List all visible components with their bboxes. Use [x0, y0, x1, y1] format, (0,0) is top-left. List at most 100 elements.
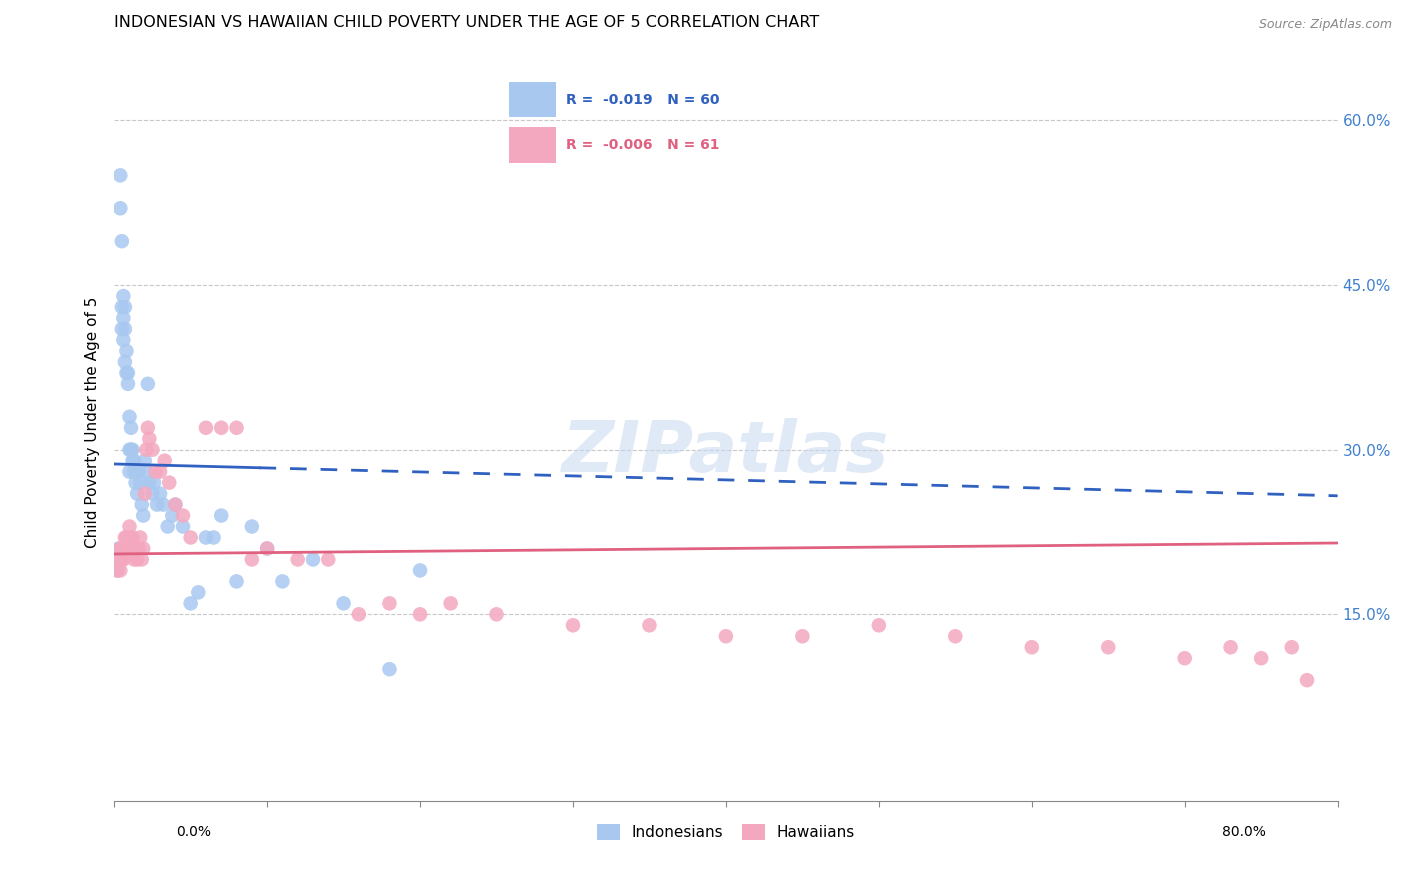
Point	[136, 421, 159, 435]
Point	[115, 541, 138, 556]
Point	[316, 552, 339, 566]
Point	[107, 552, 129, 566]
Point	[142, 475, 165, 490]
Point	[152, 498, 174, 512]
Point	[122, 552, 145, 566]
Point	[112, 289, 135, 303]
Point	[131, 552, 153, 566]
Point	[1021, 640, 1043, 655]
Point	[287, 552, 309, 566]
Point	[209, 508, 232, 523]
Point	[180, 596, 202, 610]
Point	[115, 366, 138, 380]
Point	[347, 607, 370, 622]
Point	[127, 486, 149, 500]
Point	[792, 629, 814, 643]
Point	[157, 475, 180, 490]
Point	[128, 465, 150, 479]
Point	[117, 366, 139, 380]
Point	[180, 531, 202, 545]
Point	[162, 508, 184, 523]
Point	[172, 519, 194, 533]
Point	[111, 234, 134, 248]
Point	[378, 596, 401, 610]
Point	[240, 552, 263, 566]
Point	[302, 552, 325, 566]
Point	[943, 629, 966, 643]
Point	[107, 541, 129, 556]
Point	[1219, 640, 1241, 655]
Point	[131, 498, 153, 512]
Point	[132, 541, 155, 556]
Point	[135, 465, 157, 479]
Point	[129, 531, 152, 545]
Point	[187, 585, 209, 599]
Point	[118, 519, 141, 533]
Point	[165, 498, 187, 512]
Point	[146, 498, 169, 512]
Point	[1174, 651, 1197, 665]
Point	[120, 421, 142, 435]
Point	[118, 409, 141, 424]
Text: INDONESIAN VS HAWAIIAN CHILD POVERTY UNDER THE AGE OF 5 CORRELATION CHART: INDONESIAN VS HAWAIIAN CHILD POVERTY UND…	[114, 15, 820, 30]
Point	[271, 574, 294, 589]
Text: ZIPatlas: ZIPatlas	[562, 418, 890, 487]
Point	[127, 465, 149, 479]
Point	[110, 169, 132, 183]
Point	[209, 421, 232, 435]
Point	[132, 508, 155, 523]
Point	[202, 531, 225, 545]
Point	[121, 442, 143, 457]
Point	[256, 541, 278, 556]
Point	[714, 629, 737, 643]
Point	[1097, 640, 1119, 655]
Point	[194, 421, 217, 435]
Point	[638, 618, 661, 632]
Text: 80.0%: 80.0%	[1222, 825, 1265, 839]
Point	[136, 376, 159, 391]
Point	[110, 541, 132, 556]
Point	[1281, 640, 1303, 655]
Y-axis label: Child Poverty Under the Age of 5: Child Poverty Under the Age of 5	[86, 296, 100, 548]
Point	[149, 486, 172, 500]
Point	[440, 596, 463, 610]
Point	[111, 541, 134, 556]
Point	[112, 311, 135, 326]
Point	[118, 465, 141, 479]
Point	[225, 574, 247, 589]
Point	[141, 486, 163, 500]
Point	[868, 618, 890, 632]
Point	[118, 541, 141, 556]
Point	[120, 442, 142, 457]
Point	[165, 498, 187, 512]
Point	[194, 531, 217, 545]
Point	[117, 376, 139, 391]
Point	[121, 531, 143, 545]
Text: 0.0%: 0.0%	[176, 825, 211, 839]
Point	[256, 541, 278, 556]
Point	[122, 453, 145, 467]
Point	[111, 300, 134, 314]
Point	[105, 563, 128, 577]
Point	[111, 322, 134, 336]
Point	[115, 531, 138, 545]
Point	[124, 475, 146, 490]
Point	[117, 541, 139, 556]
Point	[153, 453, 176, 467]
Point	[121, 453, 143, 467]
Point	[134, 486, 156, 500]
Point	[172, 508, 194, 523]
Point	[114, 541, 136, 556]
Point	[105, 563, 128, 577]
Point	[149, 465, 172, 479]
Point	[138, 475, 160, 490]
Point	[118, 442, 141, 457]
Point	[409, 607, 432, 622]
Point	[114, 322, 136, 336]
Point	[409, 563, 432, 577]
Point	[145, 465, 167, 479]
Text: Source: ZipAtlas.com: Source: ZipAtlas.com	[1258, 18, 1392, 31]
Point	[156, 519, 179, 533]
Point	[138, 432, 160, 446]
Point	[107, 552, 129, 566]
